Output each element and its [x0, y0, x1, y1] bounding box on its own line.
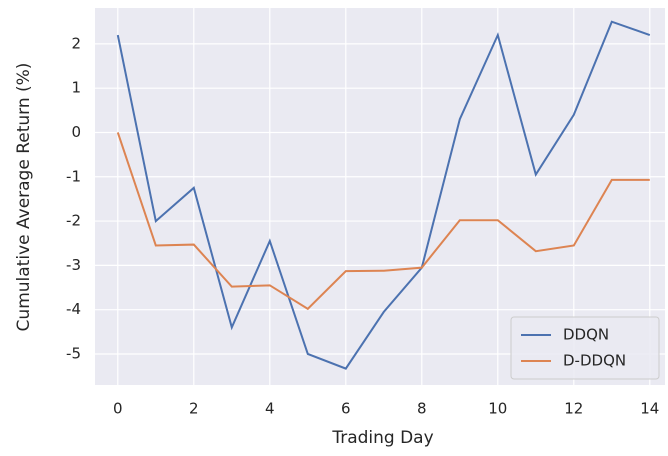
- y-tick-label: -4: [66, 300, 81, 318]
- x-tick-label: 4: [265, 400, 275, 418]
- y-tick-label: 2: [71, 34, 81, 52]
- y-tick-label: -1: [66, 167, 81, 185]
- y-tick-label: -5: [66, 344, 81, 362]
- x-tick-label: 6: [341, 400, 351, 418]
- y-tick-label: 1: [71, 79, 81, 97]
- x-tick-label: 14: [640, 400, 659, 418]
- line-series: [116, 20, 651, 370]
- x-tick-label: 12: [564, 400, 583, 418]
- legend-label: D-DDQN: [563, 352, 626, 370]
- legend-box: [510, 316, 660, 380]
- x-tick-label: 2: [189, 400, 199, 418]
- x-tick-label: 0: [113, 400, 123, 418]
- y-tick-label: -3: [66, 256, 81, 274]
- x-tick-label: 8: [417, 400, 427, 418]
- x-tick-label: 10: [488, 400, 507, 418]
- y-tick-label: -2: [66, 212, 81, 230]
- legend-label: DDQN: [563, 326, 609, 344]
- line-series: [116, 132, 650, 311]
- x-axis-label: Trading Day: [331, 428, 433, 448]
- y-tick-label: 0: [71, 123, 81, 141]
- y-axis-label: Cumulative Average Return (%): [14, 63, 34, 332]
